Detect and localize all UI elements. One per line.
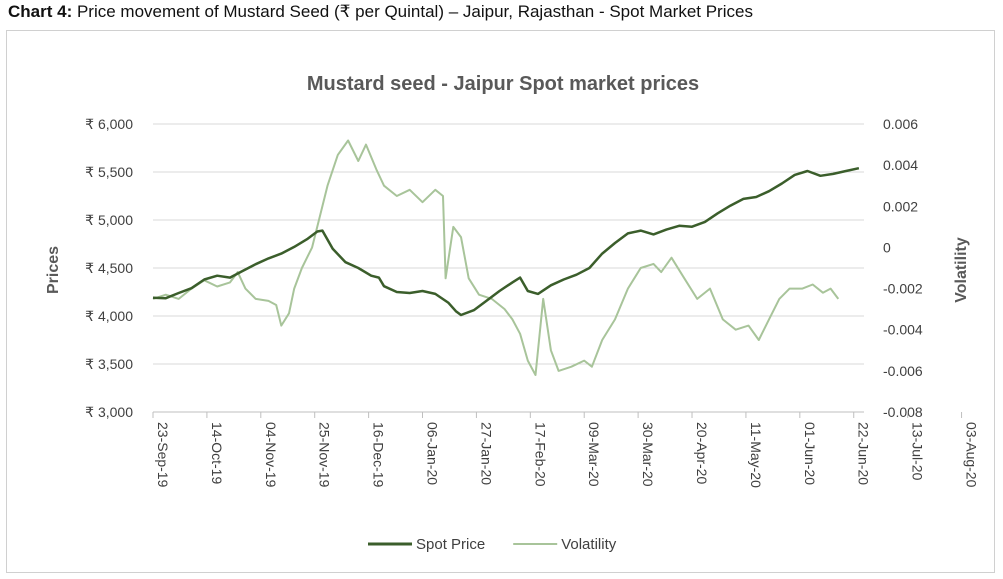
x-tick-label: 06-Jan-20 [425, 422, 441, 485]
series-lines [152, 139, 860, 376]
gridlines [153, 123, 864, 413]
y2-tick-label: -0.006 [883, 363, 923, 379]
y-axis-label: Prices [45, 246, 62, 294]
y2-tick-label: 0 [883, 239, 891, 255]
y2-tick-label: -0.004 [883, 322, 923, 338]
y2-axis-ticks: -0.008 -0.006 -0.004 -0.002 0 0.002 0.004 0.006 [883, 116, 923, 420]
x-axis-ticks: 23-Sep-19 14-Oct-19 04-Nov-19 25-Nov-19 16-D… [152, 412, 980, 488]
x-tick-label: 23-Sep-19 [155, 422, 171, 488]
x-tick-label: 16-Dec-19 [371, 422, 387, 488]
chart-number-label: Chart 4: [8, 2, 73, 21]
y-tick-label: ₹ 5,500 [85, 164, 133, 180]
x-tick-label: 20-Apr-20 [694, 422, 710, 484]
x-tick-label: 25-Nov-19 [317, 422, 333, 488]
y-tick-label: ₹ 6,000 [85, 116, 133, 132]
x-tick-label: 09-Mar-20 [586, 422, 602, 487]
x-tick-label: 03-Aug-20 [964, 422, 980, 488]
y2-tick-label: 0.002 [883, 198, 918, 214]
x-tick-label: 22-Jun-20 [856, 422, 872, 485]
chart-title: Mustard seed - Jaipur Spot market prices [307, 73, 699, 95]
volatility-line [152, 139, 840, 376]
x-tick-label: 14-Oct-19 [209, 422, 225, 484]
chart-heading: Chart 4: Price movement of Mustard Seed … [8, 2, 753, 22]
x-tick-label: 01-Jun-20 [802, 422, 818, 485]
legend: Spot Price Volatility [368, 536, 617, 553]
y2-tick-label: 0.006 [883, 116, 918, 132]
chart-frame [6, 30, 995, 573]
chart-caption: Price movement of Mustard Seed (₹ per Qu… [72, 2, 753, 21]
y-tick-label: ₹ 3,500 [85, 356, 133, 372]
y2-tick-label: -0.002 [883, 281, 923, 297]
x-tick-label: 11-May-20 [748, 422, 764, 488]
x-tick-label: 04-Nov-19 [263, 422, 279, 488]
spot-price-line [152, 166, 860, 317]
y2-tick-label: -0.008 [883, 404, 923, 420]
y2-tick-label: 0.004 [883, 157, 918, 173]
y2-axis-label: Volatility [953, 237, 970, 303]
y-tick-label: ₹ 4,000 [85, 308, 133, 324]
y-axis-ticks: ₹ 3,000 ₹ 3,500 ₹ 4,000 ₹ 4,500 ₹ 5,000 ₹ 5,5… [85, 116, 133, 420]
legend-label: Volatility [561, 536, 617, 553]
y-tick-label: ₹ 4,500 [85, 260, 133, 276]
legend-label: Spot Price [416, 536, 485, 553]
x-tick-label: 13-Jul-20 [910, 422, 926, 481]
x-tick-label: 17-Feb-20 [532, 422, 548, 487]
y-tick-label: ₹ 3,000 [85, 404, 133, 420]
x-tick-label: 27-Jan-20 [478, 422, 494, 485]
x-tick-label: 30-Mar-20 [640, 422, 656, 487]
y-tick-label: ₹ 5,000 [85, 212, 133, 228]
